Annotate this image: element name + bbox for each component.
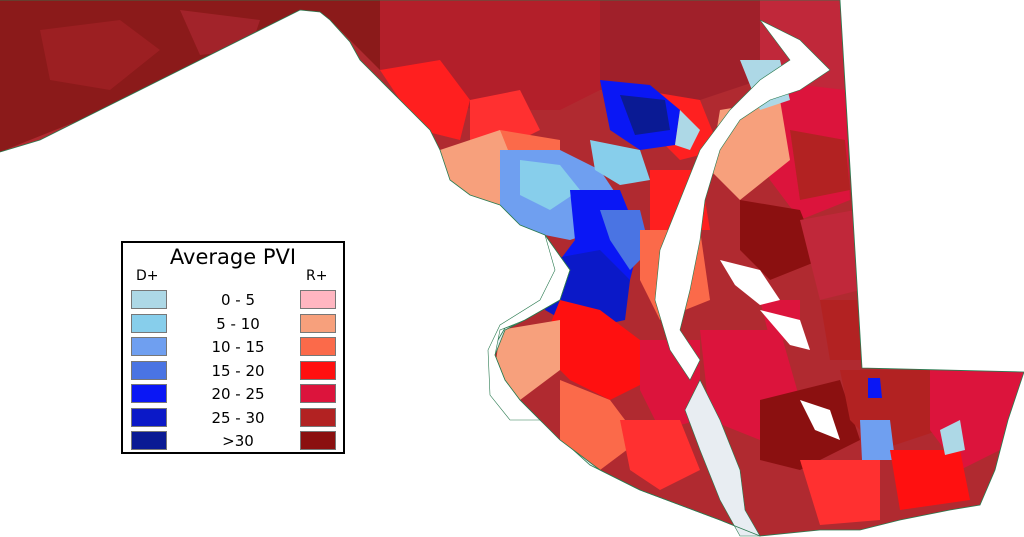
river-east-1: [720, 260, 780, 305]
legend-swatch-dem-0: [131, 290, 167, 309]
legend-swatch-dem-3: [131, 360, 167, 380]
legend-swatch-rep-2: [300, 337, 336, 356]
legend-swatch-rep-5: [300, 407, 336, 427]
legend-swatch-rep-6: [300, 431, 336, 450]
legend-range-label-5: 25 - 30: [211, 408, 265, 427]
legend-range-label-0: 0 - 5: [220, 291, 256, 309]
map-legend: Average PVI D+ R+ 0 - 5 5 - 10 10 - 15 15 -…: [121, 241, 345, 454]
legend-title: Average PVI: [169, 245, 297, 269]
legend-dem-label: D+: [136, 268, 159, 284]
bay-lower: [684, 379, 761, 537]
legend-swatch-dem-6: [131, 431, 167, 450]
chesapeake-bay-upper: [654, 19, 831, 381]
legend-rep-label: R+: [306, 268, 328, 284]
legend-swatch-dem-4: [131, 384, 167, 403]
legend-range-label-4: 20 - 25: [211, 385, 265, 403]
legend-swatch-rep-0: [300, 290, 336, 309]
legend-swatch-rep-1: [300, 313, 336, 333]
legend-range-label-6: >30: [222, 432, 254, 450]
legend-range-label-3: 15 - 20: [211, 361, 265, 380]
river-east-2: [760, 310, 810, 350]
legend-swatch-dem-1: [131, 313, 167, 333]
legend-swatch-rep-3: [300, 360, 336, 380]
river-east-3: [800, 400, 840, 440]
legend-range-label-2: 10 - 15: [211, 338, 265, 356]
legend-swatch-dem-2: [131, 337, 167, 356]
legend-swatch-dem-5: [131, 407, 167, 427]
legend-swatch-rep-4: [300, 384, 336, 403]
legend-range-label-1: 5 - 10: [216, 314, 260, 333]
